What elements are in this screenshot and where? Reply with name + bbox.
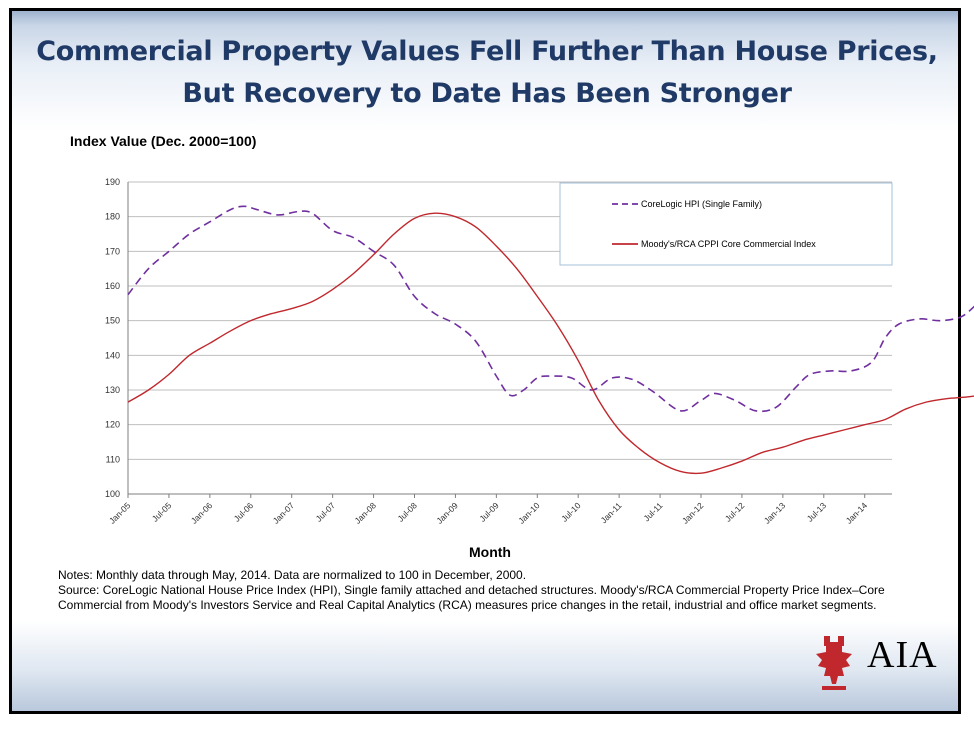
x-tick-label: Jan-12 bbox=[680, 500, 706, 526]
x-tick-label: Jan-08 bbox=[353, 500, 379, 526]
x-tick-label: Jul-12 bbox=[723, 500, 747, 524]
x-tick-label: Jul-11 bbox=[641, 500, 664, 523]
x-tick-label: Jan-11 bbox=[599, 500, 624, 525]
y-tick-label: 120 bbox=[105, 420, 120, 430]
x-tick-label: Jan-05 bbox=[107, 500, 133, 526]
footer-band bbox=[12, 621, 958, 711]
y-tick-label: 130 bbox=[105, 385, 120, 395]
legend-label: Moody's/RCA CPPI Core Commercial Index bbox=[641, 239, 816, 249]
y-tick-label: 170 bbox=[105, 246, 120, 256]
y-tick-label: 160 bbox=[105, 281, 120, 291]
x-tick-label: Jul-05 bbox=[150, 500, 174, 524]
source-text: Source: CoreLogic National House Price I… bbox=[58, 583, 885, 612]
slide bbox=[9, 8, 961, 714]
header-band bbox=[12, 11, 958, 131]
y-tick-label: 150 bbox=[105, 316, 120, 326]
x-tick-label: Jan-06 bbox=[189, 500, 215, 526]
x-tick-label: Jul-09 bbox=[477, 500, 501, 524]
y-tick-label: 140 bbox=[105, 350, 120, 360]
x-axis-title: Month bbox=[469, 544, 511, 560]
x-tick-label: Jan-10 bbox=[516, 500, 542, 526]
slide-title-line-2: But Recovery to Date Has Been Stronger bbox=[182, 78, 792, 109]
x-tick-label: Jul-07 bbox=[314, 500, 338, 524]
y-axis-title: Index Value (Dec. 2000=100) bbox=[70, 133, 257, 149]
slide-title-line-1: Commercial Property Values Fell Further … bbox=[36, 36, 938, 67]
y-tick-label: 100 bbox=[105, 489, 120, 499]
x-tick-label: Jul-08 bbox=[395, 500, 419, 524]
notes-text: Notes: Monthly data through May, 2014. D… bbox=[58, 568, 527, 582]
x-tick-label: Jul-10 bbox=[559, 500, 583, 524]
x-tick-label: Jan-14 bbox=[844, 500, 870, 526]
aia-logo-text: AIA bbox=[867, 634, 938, 676]
legend-box bbox=[559, 182, 893, 266]
series-line-hpi bbox=[127, 205, 974, 413]
series-line-cppi bbox=[127, 212, 974, 475]
x-tick-label: Jul-06 bbox=[232, 500, 256, 524]
legend-label: CoreLogic HPI (Single Family) bbox=[641, 199, 762, 209]
x-tick-label: Jan-13 bbox=[762, 500, 788, 526]
x-tick-label: Jul-13 bbox=[805, 500, 829, 524]
x-tick-label: Jan-07 bbox=[271, 500, 297, 526]
y-tick-label: 110 bbox=[106, 454, 120, 464]
y-tick-label: 190 bbox=[105, 177, 120, 187]
chart-notes: Notes: Monthly data through May, 2014. D… bbox=[58, 568, 938, 613]
y-tick-label: 180 bbox=[105, 212, 120, 222]
chart-legend: CoreLogic HPI (Single Family) Moody's/RCA… bbox=[559, 182, 893, 266]
aia-eagle-logo-icon bbox=[816, 636, 852, 690]
x-tick-label: Jan-09 bbox=[434, 500, 460, 526]
